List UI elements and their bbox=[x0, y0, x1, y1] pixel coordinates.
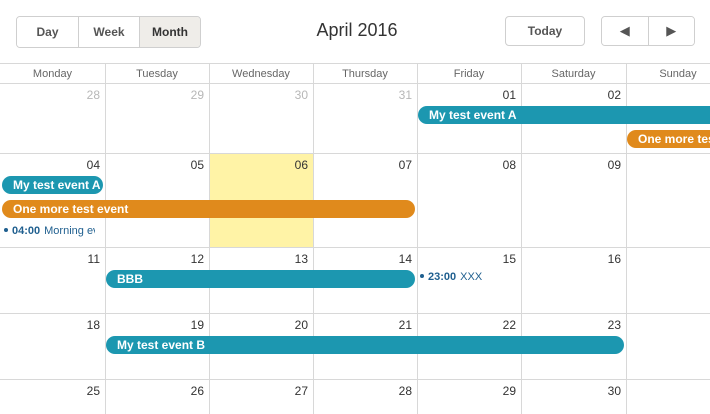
prev-month-button[interactable]: ◀ bbox=[602, 17, 648, 45]
grid-line bbox=[0, 379, 710, 380]
grid-line bbox=[0, 247, 710, 248]
day-number[interactable]: 26 bbox=[190, 384, 204, 398]
weekday-saturday: Saturday bbox=[521, 63, 626, 83]
day-number[interactable]: 01 bbox=[502, 88, 516, 102]
day-number[interactable]: 18 bbox=[86, 318, 100, 332]
grid-line bbox=[626, 63, 627, 414]
calendar-title: April 2016 bbox=[316, 20, 398, 40]
day-number[interactable]: 04 bbox=[86, 158, 100, 172]
day-number[interactable]: 14 bbox=[398, 252, 412, 266]
day-number[interactable]: 08 bbox=[502, 158, 516, 172]
calendar-header: Day Week Month April 2016 Today ◀ ▶ bbox=[0, 0, 710, 63]
day-number[interactable]: 09 bbox=[607, 158, 621, 172]
day-number[interactable]: 22 bbox=[502, 318, 516, 332]
day-number[interactable]: 30 bbox=[607, 384, 621, 398]
day-number[interactable]: 31 bbox=[398, 88, 412, 102]
event-bar[interactable]: My test event A bbox=[2, 176, 103, 194]
event-dot-icon bbox=[420, 274, 424, 279]
timed-event[interactable]: 23:00 XXX bbox=[420, 270, 518, 284]
event-title: XXX bbox=[460, 271, 483, 283]
event-bar[interactable]: One more test event bbox=[2, 200, 415, 218]
chevron-left-icon: ◀ bbox=[619, 23, 630, 38]
today-button[interactable]: Today bbox=[505, 16, 585, 46]
day-number[interactable]: 16 bbox=[607, 252, 621, 266]
day-number[interactable]: 29 bbox=[190, 88, 204, 102]
weekday-wednesday: Wednesday bbox=[209, 63, 313, 83]
day-number[interactable]: 28 bbox=[398, 384, 412, 398]
weekday-sunday: Sunday bbox=[626, 63, 710, 83]
weekday-thursday: Thursday bbox=[313, 63, 417, 83]
weekday-friday: Friday bbox=[417, 63, 521, 83]
grid-line bbox=[0, 313, 710, 314]
day-number[interactable]: 20 bbox=[294, 318, 308, 332]
event-time: 23:00 bbox=[428, 271, 457, 283]
event-dot-icon bbox=[4, 228, 8, 233]
day-number[interactable]: 29 bbox=[502, 384, 516, 398]
day-number[interactable]: 13 bbox=[294, 252, 308, 266]
event-time: 04:00 bbox=[12, 225, 41, 237]
day-number[interactable]: 19 bbox=[190, 318, 204, 332]
event-bar[interactable]: My test event A bbox=[418, 106, 710, 124]
day-number[interactable]: 25 bbox=[86, 384, 100, 398]
grid-line bbox=[0, 153, 710, 154]
event-bar[interactable]: BBB bbox=[106, 270, 415, 288]
day-number[interactable]: 15 bbox=[502, 252, 516, 266]
chevron-right-icon: ▶ bbox=[666, 23, 677, 38]
nav-buttons: ◀ ▶ bbox=[601, 16, 695, 46]
grid-line bbox=[0, 83, 710, 84]
day-number[interactable]: 05 bbox=[190, 158, 204, 172]
grid-line bbox=[521, 63, 522, 414]
day-number[interactable]: 23 bbox=[607, 318, 621, 332]
weekday-tuesday: Tuesday bbox=[105, 63, 209, 83]
day-number[interactable]: 11 bbox=[87, 252, 100, 266]
day-number[interactable]: 02 bbox=[607, 88, 621, 102]
month-view-button[interactable]: Month bbox=[139, 17, 200, 47]
event-title: Morning event bbox=[44, 225, 95, 237]
day-number[interactable]: 06 bbox=[294, 158, 308, 172]
event-bar[interactable]: One more test event bbox=[627, 130, 710, 148]
day-view-button[interactable]: Day bbox=[17, 17, 78, 47]
event-bar[interactable]: My test event B bbox=[106, 336, 624, 354]
grid-line bbox=[105, 63, 106, 414]
day-number[interactable]: 07 bbox=[398, 158, 412, 172]
day-number[interactable]: 30 bbox=[294, 88, 308, 102]
grid-line bbox=[209, 63, 210, 414]
day-number[interactable]: 27 bbox=[294, 384, 308, 398]
grid-line bbox=[313, 63, 314, 414]
day-number[interactable]: 21 bbox=[398, 318, 412, 332]
next-month-button[interactable]: ▶ bbox=[647, 17, 694, 45]
grid-line bbox=[417, 63, 418, 414]
view-switcher: Day Week Month bbox=[16, 16, 201, 48]
day-number[interactable]: 12 bbox=[190, 252, 204, 266]
day-number[interactable]: 28 bbox=[86, 88, 100, 102]
weekday-monday: Monday bbox=[0, 63, 105, 83]
week-view-button[interactable]: Week bbox=[78, 17, 139, 47]
